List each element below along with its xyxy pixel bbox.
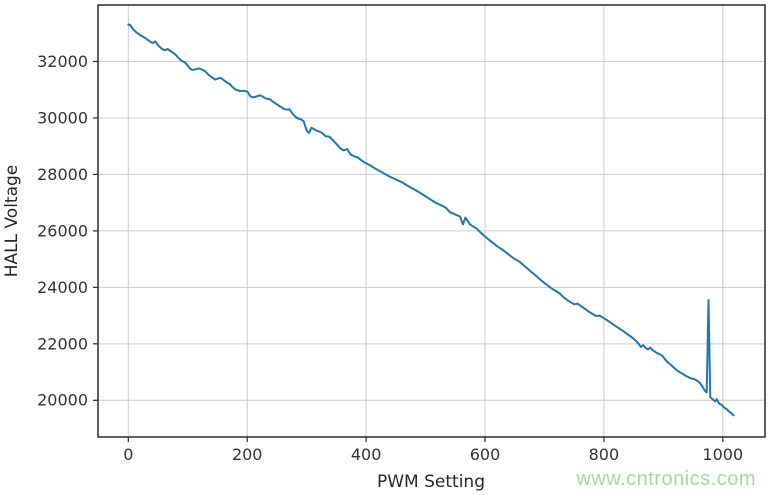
x-axis-label: PWM Setting [377,472,485,492]
x-tick-label: 0 [123,445,133,464]
y-tick-label: 24000 [37,278,88,297]
data-series-line [127,23,735,417]
y-tick-label: 32000 [37,52,88,71]
y-axis-label: HALL Voltage [2,165,22,278]
y-tick-labels: 20000 22000 24000 26000 28000 30000 32000 [37,52,88,410]
y-tick-label: 26000 [37,221,88,240]
watermark: www.cntronics.com [576,468,756,490]
y-tick-label: 22000 [37,334,88,353]
axis-tick-marks [93,60,724,442]
x-tick-label: 800 [589,445,620,464]
y-tick-label: 28000 [37,165,88,184]
plot-frame [97,4,766,438]
x-tick-labels: 0 200 400 600 800 1000 [123,445,743,464]
x-tick-label: 1000 [702,445,743,464]
gridlines [98,5,765,437]
y-tick-label: 20000 [37,391,88,410]
x-tick-label: 200 [232,445,263,464]
x-tick-label: 400 [351,445,382,464]
y-tick-label: 30000 [37,108,88,127]
x-tick-label: 600 [470,445,501,464]
